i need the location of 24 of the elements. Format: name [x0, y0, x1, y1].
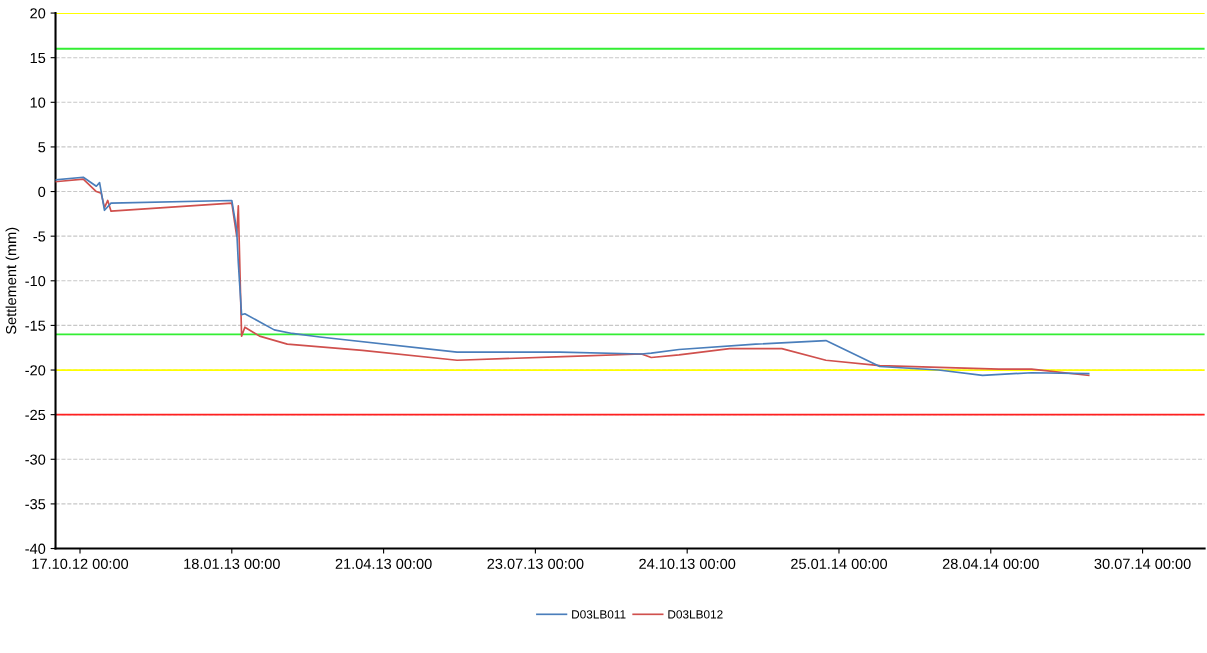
y-tick-label: -20 — [25, 365, 46, 376]
y-tick-label: -35 — [25, 499, 46, 510]
y-tick-label: -25 — [25, 409, 46, 421]
x-tick-label: 18.01.13 00:00 — [184, 558, 280, 569]
legend-label: D03LB011 — [572, 610, 626, 619]
x-tick-label: 25.01.14 00:00 — [791, 558, 888, 569]
x-tick-label: 21.04.13 00:00 — [335, 558, 432, 569]
y-tick-label: 15 — [30, 52, 46, 64]
y-tick-label: -5 — [33, 231, 46, 242]
x-tick-label: 23.07.13 00:00 — [487, 558, 584, 569]
y-tick-label: 10 — [30, 97, 46, 108]
legend-label: D03LB012 — [668, 610, 723, 619]
x-tick-label: 24.10.13 00:00 — [639, 558, 736, 569]
y-tick-label: -40 — [25, 543, 46, 554]
y-axis-title: Settlement (mm) — [5, 227, 20, 335]
y-tick-label: -10 — [25, 275, 46, 287]
y-tick-label: -30 — [25, 454, 46, 465]
x-tick-label: 17.10.12 00:00 — [32, 558, 129, 569]
y-tick-label: -15 — [25, 320, 46, 331]
x-tick-label: 30.07.14 00:00 — [1094, 558, 1191, 569]
y-tick-label: 0 — [38, 186, 46, 197]
x-tick-label: 28.04.14 00:00 — [942, 558, 1039, 569]
y-tick-label: 20 — [30, 8, 46, 19]
y-tick-label: 5 — [38, 142, 46, 153]
